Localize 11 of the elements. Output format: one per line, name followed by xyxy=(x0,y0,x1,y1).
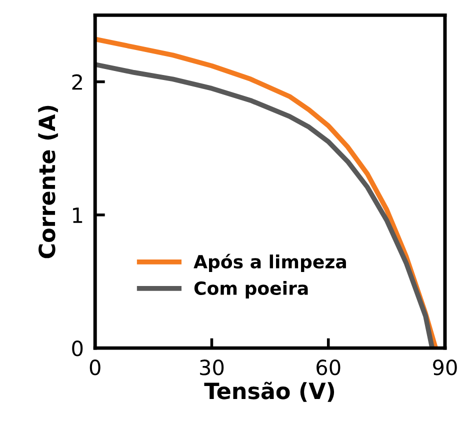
legend-label: Com poeira xyxy=(194,281,308,299)
y-axis-title: Corrente (A) xyxy=(38,106,58,258)
x-tick-label: 30 xyxy=(200,360,224,376)
y-tick-label: 1 xyxy=(73,208,82,223)
x-tick-label: 60 xyxy=(316,360,340,376)
x-axis-title: Tensão (V) xyxy=(204,382,334,402)
y-tick-label: 0 xyxy=(72,340,83,356)
x-tick-label: 0 xyxy=(90,360,100,376)
y-tick-label: 2 xyxy=(72,74,82,90)
legend-label: Após a limpeza xyxy=(194,254,346,272)
x-tick-label: 90 xyxy=(433,360,457,376)
